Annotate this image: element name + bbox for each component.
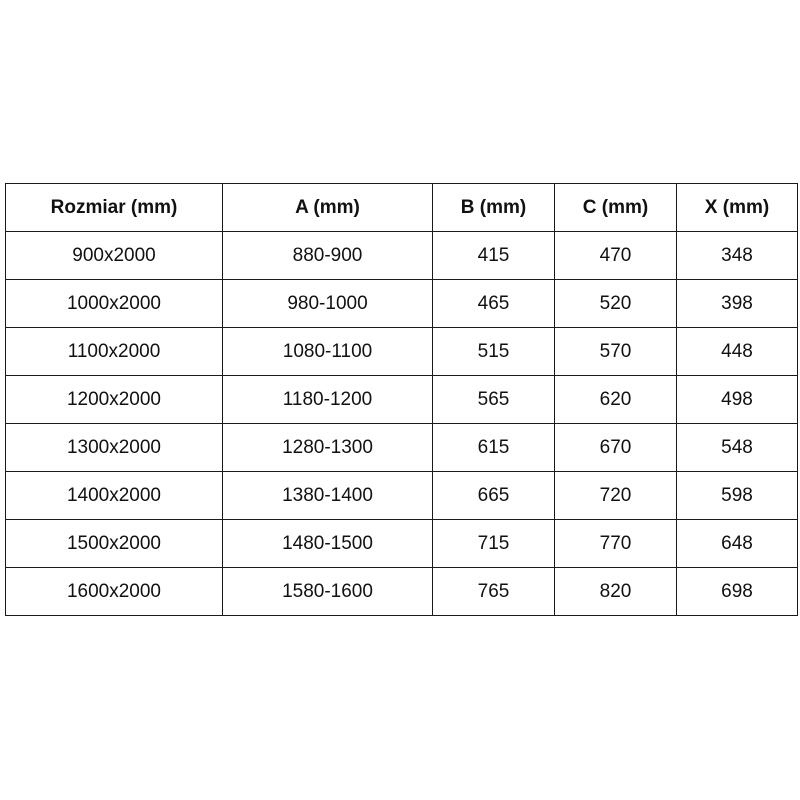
table-cell: 770 [554,519,677,568]
table-cell: 980-1000 [222,279,433,328]
table-cell: 570 [554,327,677,376]
column-header: Rozmiar (mm) [5,183,223,232]
table-row: 1000x2000 980-1000 465 520 398 [5,279,798,328]
size-table: Rozmiar (mm) A (mm) B (mm) C (mm) X (mm) 900… [5,183,798,616]
table-cell: 598 [676,471,798,520]
table-cell: 465 [432,279,555,328]
table-cell: 1200x2000 [5,375,223,424]
table-cell: 1580-1600 [222,567,433,616]
table-row: 900x2000 880-900 415 470 348 [5,231,798,280]
table-cell: 1400x2000 [5,471,223,520]
table-cell: 715 [432,519,555,568]
table-cell: 415 [432,231,555,280]
table-cell: 1180-1200 [222,375,433,424]
table-cell: 1380-1400 [222,471,433,520]
table-cell: 1280-1300 [222,423,433,472]
table-row: 1100x2000 1080-1100 515 570 448 [5,327,798,376]
column-header: A (mm) [222,183,433,232]
table-cell: 720 [554,471,677,520]
table-cell: 548 [676,423,798,472]
table-cell: 1500x2000 [5,519,223,568]
table-cell: 1000x2000 [5,279,223,328]
table-cell: 515 [432,327,555,376]
table-cell: 565 [432,375,555,424]
table-row: 1500x2000 1480-1500 715 770 648 [5,519,798,568]
table-cell: 520 [554,279,677,328]
table-cell: 665 [432,471,555,520]
table-cell: 765 [432,567,555,616]
table-cell: 820 [554,567,677,616]
table-cell: 398 [676,279,798,328]
table-cell: 1600x2000 [5,567,223,616]
table-cell: 348 [676,231,798,280]
table-row: 1600x2000 1580-1600 765 820 698 [5,567,798,616]
column-header: X (mm) [676,183,798,232]
table-row: 1200x2000 1180-1200 565 620 498 [5,375,798,424]
column-header: B (mm) [432,183,555,232]
table-cell: 1480-1500 [222,519,433,568]
table-row: 1300x2000 1280-1300 615 670 548 [5,423,798,472]
header-row: Rozmiar (mm) A (mm) B (mm) C (mm) X (mm) [5,183,798,232]
table-cell: 670 [554,423,677,472]
table-cell: 900x2000 [5,231,223,280]
table-cell: 1080-1100 [222,327,433,376]
table-cell: 470 [554,231,677,280]
table-cell: 448 [676,327,798,376]
table-cell: 1100x2000 [5,327,223,376]
table-cell: 648 [676,519,798,568]
table-cell: 880-900 [222,231,433,280]
table-cell: 498 [676,375,798,424]
table-cell: 1300x2000 [5,423,223,472]
table-cell: 620 [554,375,677,424]
table-row: 1400x2000 1380-1400 665 720 598 [5,471,798,520]
column-header: C (mm) [554,183,677,232]
table-cell: 615 [432,423,555,472]
table-cell: 698 [676,567,798,616]
